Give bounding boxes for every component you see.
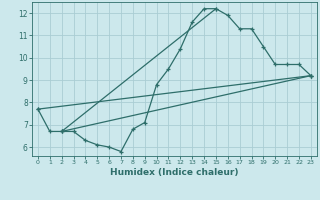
- X-axis label: Humidex (Indice chaleur): Humidex (Indice chaleur): [110, 168, 239, 177]
